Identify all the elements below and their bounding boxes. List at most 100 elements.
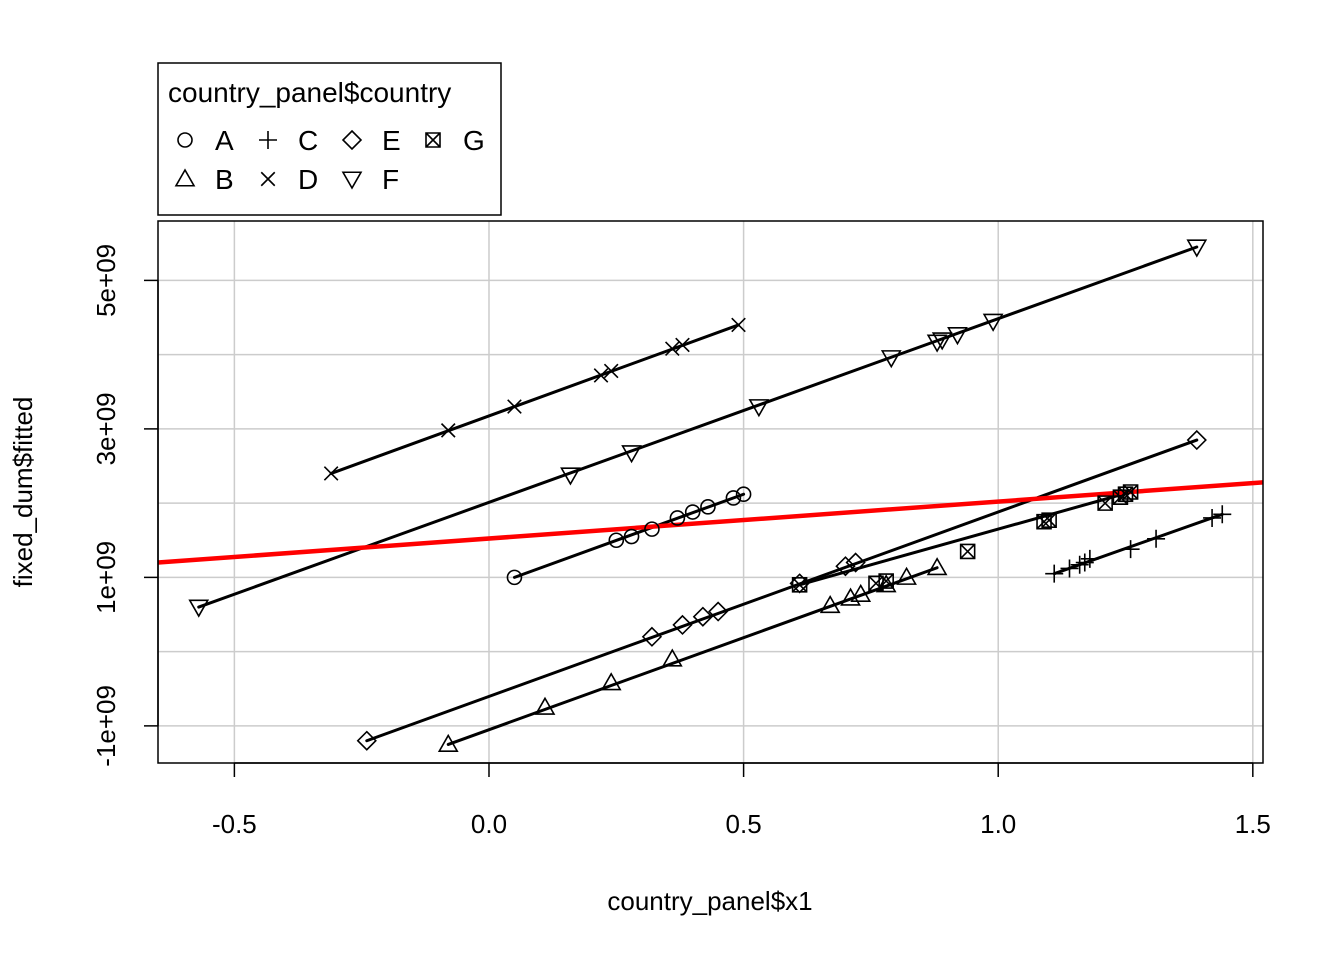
x-tick-label: 0.0 [471, 809, 507, 839]
legend-symbol-f [341, 171, 363, 190]
point-b [661, 648, 683, 667]
legend-symbol-c [259, 131, 277, 149]
point-f [621, 445, 642, 464]
point-f [982, 313, 1004, 332]
point-d [664, 341, 680, 357]
fit-line-c [1052, 512, 1224, 576]
point-a [608, 532, 625, 549]
x-axis: -0.5 0.0 0.5 1.0 1.5 [212, 762, 1271, 839]
point-d [507, 399, 522, 414]
point-a [644, 521, 660, 537]
point-d [603, 363, 619, 379]
point-g [1041, 512, 1057, 529]
point-g [1097, 495, 1113, 511]
point-d [440, 423, 456, 438]
point-g [959, 543, 976, 560]
point-d [323, 466, 339, 481]
point-e [672, 614, 693, 636]
point-g [791, 577, 808, 593]
legend-label-a: A [215, 125, 234, 156]
point-b [896, 566, 917, 585]
fit-line-g [798, 490, 1133, 587]
x-tick-label: -0.5 [212, 809, 257, 839]
x-tick-label: 1.5 [1235, 809, 1271, 839]
y-axis-title: fixed_dum$fitted [8, 397, 38, 588]
y-tick-label: 5e+09 [91, 244, 121, 317]
legend-label-d: D [298, 164, 318, 195]
point-g [878, 573, 894, 589]
point-g [1122, 484, 1139, 500]
point-a [506, 569, 523, 586]
y-tick-label: 1e+09 [91, 541, 121, 614]
point-e [1186, 429, 1207, 451]
point-f [926, 334, 948, 353]
legend-entries: AB CD EF G [174, 125, 485, 195]
point-b [850, 583, 872, 603]
grid [158, 221, 1263, 763]
point-e [641, 626, 663, 647]
legend-symbol-d [260, 171, 276, 187]
point-a [700, 499, 716, 515]
point-e [708, 601, 729, 622]
legend-label-b: B [215, 164, 234, 195]
x-axis-title: country_panel$x1 [607, 886, 812, 916]
point-e [692, 606, 713, 627]
point-f [931, 332, 953, 351]
point-c [1213, 505, 1232, 524]
y-tick-label: -1e+09 [91, 685, 121, 767]
point-f [880, 350, 902, 369]
point-c [1060, 559, 1079, 578]
point-d [731, 317, 746, 333]
point-f [1186, 239, 1208, 258]
point-b [600, 672, 622, 691]
point-a [725, 490, 742, 506]
legend: country_panel$country AB CD EF G [157, 62, 502, 216]
x-tick-label: 0.5 [726, 809, 762, 839]
legend-symbol-a [177, 132, 193, 148]
point-b [819, 594, 841, 614]
point-b [840, 587, 861, 606]
point-c [1147, 529, 1166, 548]
legend-title: country_panel$country [168, 77, 451, 108]
fit-line-a [512, 492, 746, 579]
point-c [1045, 564, 1064, 583]
legend-box [157, 62, 502, 216]
point-b [534, 696, 556, 715]
point-g [1036, 513, 1052, 530]
point-c [1203, 508, 1222, 527]
legend-symbol-b [174, 168, 196, 187]
fit-line-e [365, 438, 1199, 743]
point-f [748, 399, 770, 418]
legend-label-f: F [382, 164, 399, 195]
legend-label-e: E [382, 125, 401, 156]
legend-symbol-e [341, 129, 363, 151]
point-e [835, 556, 856, 577]
point-c [1121, 540, 1140, 559]
point-c [1080, 549, 1099, 568]
x-tick-label: 1.0 [980, 809, 1016, 839]
point-a [623, 528, 640, 545]
point-a [669, 510, 686, 526]
point-f [560, 467, 581, 486]
legend-label-g: G [463, 125, 485, 156]
point-f [947, 327, 968, 346]
overall-fit-line [158, 480, 1263, 565]
point-e [845, 552, 866, 573]
point-c [1070, 555, 1089, 574]
data-points [188, 239, 1232, 752]
y-axis: -1e+09 1e+09 3e+09 5e+09 [91, 244, 159, 767]
legend-symbol-g [425, 132, 441, 148]
point-c [1075, 553, 1094, 572]
point-a [684, 504, 701, 520]
point-a [735, 486, 752, 503]
point-b [437, 733, 459, 752]
point-d [675, 337, 690, 353]
overall-regression-line [158, 480, 1263, 565]
point-e [356, 730, 377, 751]
point-f [188, 599, 210, 618]
y-tick-label: 3e+09 [91, 392, 121, 465]
point-b [926, 557, 948, 576]
point-d [593, 368, 609, 383]
legend-label-c: C [298, 125, 318, 156]
